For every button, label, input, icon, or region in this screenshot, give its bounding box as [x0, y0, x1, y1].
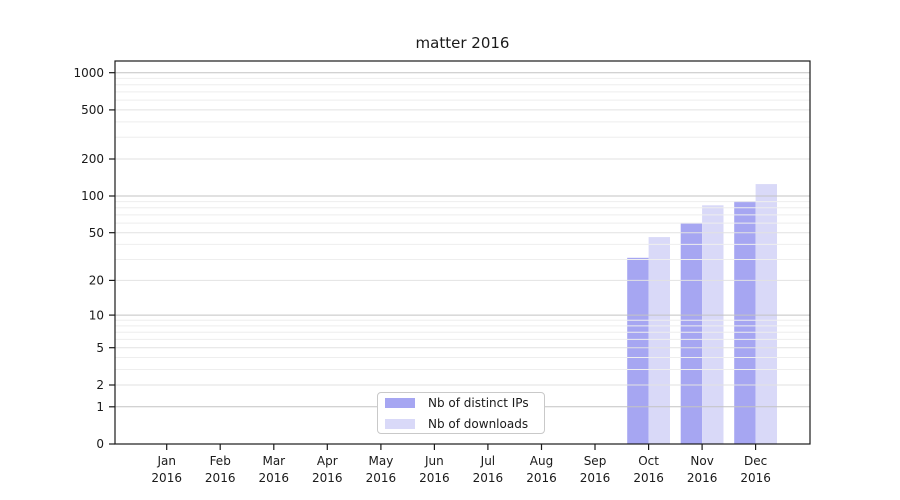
- y-tick-label-50: 50: [89, 226, 104, 240]
- x-tick-label-year-may: 2016: [366, 471, 397, 485]
- x-tick-label-year-feb: 2016: [205, 471, 236, 485]
- x-tick-label-month-jun: Jun: [424, 454, 444, 468]
- x-tick-label-year-jul: 2016: [473, 471, 504, 485]
- legend-swatch-distinct-ips: [385, 397, 415, 408]
- y-tick-label-100: 100: [81, 189, 104, 203]
- y-tick-label-0: 0: [96, 437, 104, 451]
- x-tick-label-month-feb: Feb: [210, 454, 231, 468]
- x-tick-label-month-jan: Jan: [156, 454, 176, 468]
- x-tick-label-month-oct: Oct: [638, 454, 659, 468]
- x-tick-label-month-may: May: [368, 454, 393, 468]
- x-tick-label-year-jun: 2016: [419, 471, 450, 485]
- bar-oct-downloads: [648, 237, 670, 444]
- bar-oct-distinct-ips: [627, 257, 649, 444]
- y-tick-label-1: 1: [96, 400, 104, 414]
- axes-spines: [114, 60, 811, 445]
- legend-item-downloads: Nb of downloads: [385, 417, 536, 431]
- x-tick-label-year-nov: 2016: [687, 471, 718, 485]
- x-tick-label-month-nov: Nov: [690, 454, 713, 468]
- y-tick-label-10: 10: [89, 308, 104, 322]
- y-tick-label-2: 2: [96, 378, 104, 392]
- y-tick-label-200: 200: [81, 152, 104, 166]
- x-tick-label-month-dec: Dec: [744, 454, 767, 468]
- x-tick-label-year-oct: 2016: [633, 471, 664, 485]
- legend-label-downloads: Nb of downloads: [428, 416, 529, 431]
- bar-nov-distinct-ips: [680, 223, 703, 444]
- x-tick-label-month-jul: Jul: [480, 454, 495, 468]
- legend: Nb of distinct IPs Nb of downloads: [377, 392, 545, 434]
- x-tick-label-month-mar: Mar: [262, 454, 285, 468]
- x-tick-label-year-aug: 2016: [526, 471, 557, 485]
- legend-label-distinct-ips: Nb of distinct IPs: [428, 395, 529, 410]
- bar-nov-downloads: [702, 205, 724, 444]
- y-tick-label-5: 5: [96, 341, 104, 355]
- legend-item-distinct-ips: Nb of distinct IPs: [385, 396, 536, 410]
- x-tick-label-year-dec: 2016: [740, 471, 771, 485]
- y-tick-label-1000: 1000: [73, 66, 104, 80]
- chart-title: matter 2016: [415, 34, 510, 52]
- x-tick-label-year-jan: 2016: [151, 471, 182, 485]
- y-tick-label-20: 20: [89, 274, 104, 288]
- x-tick-label-month-aug: Aug: [530, 454, 553, 468]
- x-tick-label-year-apr: 2016: [312, 471, 343, 485]
- legend-swatch-downloads: [385, 418, 415, 429]
- x-tick-label-year-sep: 2016: [580, 471, 611, 485]
- x-tick-label-year-mar: 2016: [259, 471, 290, 485]
- x-tick-label-month-sep: Sep: [584, 454, 607, 468]
- y-tick-label-500: 500: [81, 103, 104, 117]
- bar-dec-distinct-ips: [734, 201, 756, 444]
- x-tick-label-month-apr: Apr: [317, 454, 338, 468]
- bar-dec-downloads: [755, 184, 777, 444]
